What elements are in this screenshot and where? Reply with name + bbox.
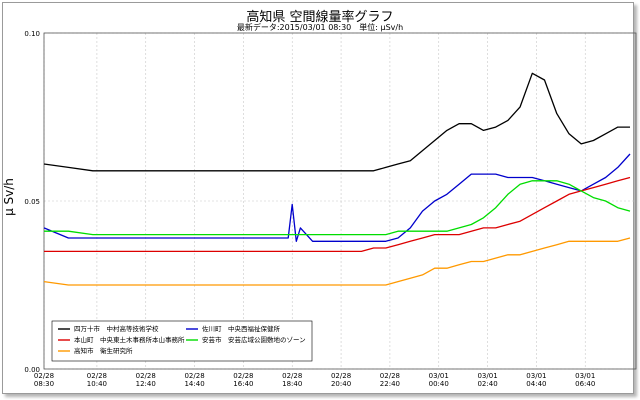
x-tick-time: 16:40 — [233, 380, 253, 388]
x-tick-date: 02/28 — [331, 372, 351, 380]
x-tick-date: 03/01 — [526, 372, 546, 380]
x-axis: 02/2808:3002/2810:4002/2812:4002/2814:40… — [34, 372, 595, 388]
plot-border — [43, 32, 637, 370]
series-line-0 — [43, 72, 630, 172]
x-tick-date: 02/28 — [233, 372, 253, 380]
x-tick-time: 02:40 — [477, 380, 497, 388]
legend-label: 安芸市 安芸広域公園敷地のゾーン — [202, 335, 306, 344]
chart-subtitle: 最新データ:2015/03/01 08:30 単位: μSv/h — [236, 23, 404, 32]
legend-label: 佐川町 中央西福祉保健所 — [202, 324, 281, 333]
x-tick-time: 18:40 — [282, 380, 302, 388]
y-tick-label: 0.05 — [24, 198, 40, 206]
y-tick-label: 0.00 — [24, 366, 40, 374]
legend-label: 四万十市 中村高等技術学校 — [74, 324, 159, 333]
legend-box — [51, 320, 313, 362]
x-tick-time: 20:40 — [331, 380, 351, 388]
x-tick-date: 02/28 — [34, 372, 54, 380]
x-tick-date: 03/01 — [575, 372, 595, 380]
y-tick-label: 0.10 — [24, 30, 40, 38]
x-tick-time: 04:40 — [526, 380, 546, 388]
grid — [43, 32, 636, 370]
series-line-4 — [43, 237, 631, 286]
x-tick-time: 00:40 — [429, 380, 449, 388]
x-tick-time: 22:40 — [380, 380, 400, 388]
x-tick-time: 08:30 — [34, 380, 54, 388]
y-axis: 0.00 0.05 0.10 — [24, 30, 40, 374]
legend-label: 高知市 衛生研究所 — [74, 346, 133, 355]
series-line-3 — [44, 180, 631, 236]
x-tick-time: 14:40 — [184, 380, 204, 388]
x-tick-time: 10:40 — [87, 380, 107, 388]
x-tick-date: 02/28 — [184, 372, 204, 380]
x-tick-date: 02/28 — [136, 372, 156, 380]
chart-title: 高知県 空間線量率グラフ — [246, 10, 394, 25]
series-lines — [43, 72, 631, 286]
x-tick-date: 02/28 — [380, 372, 400, 380]
x-tick-time: 06:40 — [575, 380, 595, 388]
series-line-1 — [43, 153, 631, 242]
x-tick-date: 02/28 — [282, 372, 302, 380]
legend-label: 本山町 中央東土木事務所本山事務所 — [74, 335, 185, 344]
series-line-2 — [44, 176, 631, 253]
x-tick-date: 03/01 — [429, 372, 449, 380]
x-tick-date: 02/28 — [87, 372, 107, 380]
x-tick-date: 03/01 — [477, 372, 497, 380]
x-tick-time: 12:40 — [136, 380, 156, 388]
